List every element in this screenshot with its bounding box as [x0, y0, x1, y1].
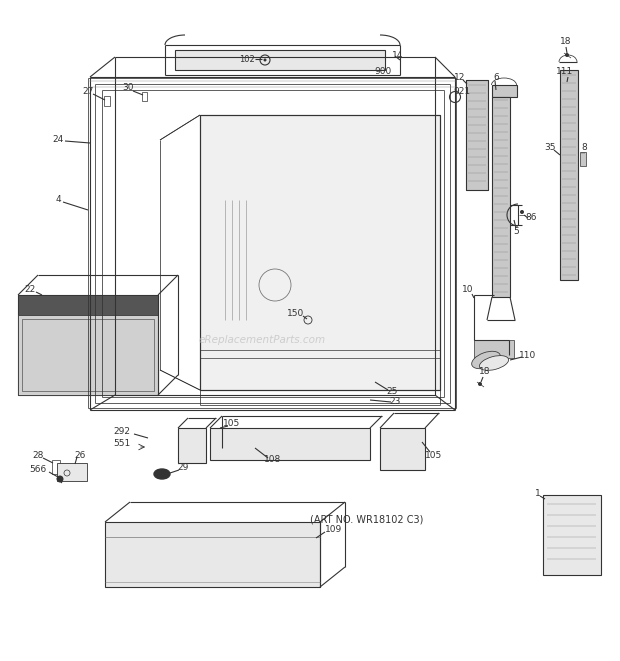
- Circle shape: [478, 382, 482, 386]
- Text: 6: 6: [493, 73, 499, 83]
- Text: 900: 900: [374, 67, 392, 77]
- Text: 14: 14: [392, 50, 404, 59]
- Text: 35: 35: [544, 143, 556, 151]
- Bar: [466, 80, 488, 190]
- Text: 150: 150: [288, 309, 304, 317]
- Bar: [560, 70, 578, 280]
- Text: 18: 18: [560, 38, 572, 46]
- Bar: [543, 495, 601, 575]
- Text: 12: 12: [454, 73, 466, 81]
- Text: 105: 105: [425, 451, 443, 459]
- Bar: [580, 152, 586, 166]
- Text: 24: 24: [52, 136, 64, 145]
- Circle shape: [520, 210, 524, 214]
- Text: 5: 5: [513, 227, 519, 237]
- Text: 23: 23: [389, 397, 401, 407]
- Text: 29: 29: [177, 463, 188, 471]
- Bar: [178, 428, 206, 463]
- Bar: [52, 460, 60, 474]
- Text: 551: 551: [113, 440, 131, 449]
- Bar: [210, 428, 370, 460]
- Text: 26: 26: [74, 451, 86, 459]
- Text: 18: 18: [479, 368, 491, 377]
- Text: 109: 109: [326, 525, 343, 535]
- Text: 28: 28: [32, 451, 43, 459]
- Text: 292: 292: [113, 428, 130, 436]
- Bar: [175, 50, 385, 70]
- Bar: [18, 315, 158, 395]
- Bar: [200, 115, 440, 390]
- Text: 22: 22: [24, 286, 35, 295]
- Text: 4: 4: [55, 196, 61, 204]
- Text: 921: 921: [453, 87, 471, 95]
- Text: eReplacementParts.com: eReplacementParts.com: [198, 335, 326, 345]
- Ellipse shape: [472, 351, 500, 369]
- Bar: [18, 295, 158, 395]
- Text: 25: 25: [386, 387, 397, 397]
- Ellipse shape: [479, 356, 508, 370]
- Text: 27: 27: [82, 87, 94, 97]
- Bar: [474, 340, 514, 358]
- Bar: [466, 80, 488, 190]
- Text: 111: 111: [556, 67, 574, 77]
- Text: 108: 108: [264, 455, 281, 465]
- Bar: [492, 85, 517, 97]
- Text: 102: 102: [239, 54, 255, 63]
- Text: 86: 86: [525, 214, 537, 223]
- Circle shape: [565, 53, 569, 57]
- Circle shape: [56, 475, 63, 483]
- Text: (ART NO. WR18102 C3): (ART NO. WR18102 C3): [311, 514, 423, 524]
- Text: 1: 1: [535, 488, 541, 498]
- Bar: [57, 463, 87, 481]
- Bar: [105, 522, 320, 587]
- Text: 30: 30: [122, 83, 134, 93]
- Bar: [492, 97, 510, 297]
- Text: 110: 110: [520, 350, 537, 360]
- Bar: [142, 92, 147, 101]
- Text: 8: 8: [581, 143, 587, 151]
- Bar: [380, 428, 425, 470]
- Ellipse shape: [154, 469, 170, 479]
- Text: 566: 566: [29, 465, 46, 475]
- Circle shape: [264, 59, 267, 61]
- Bar: [18, 295, 158, 315]
- Bar: [22, 319, 154, 391]
- Bar: [104, 96, 110, 106]
- Text: 10: 10: [463, 286, 474, 295]
- Text: 105: 105: [223, 418, 241, 428]
